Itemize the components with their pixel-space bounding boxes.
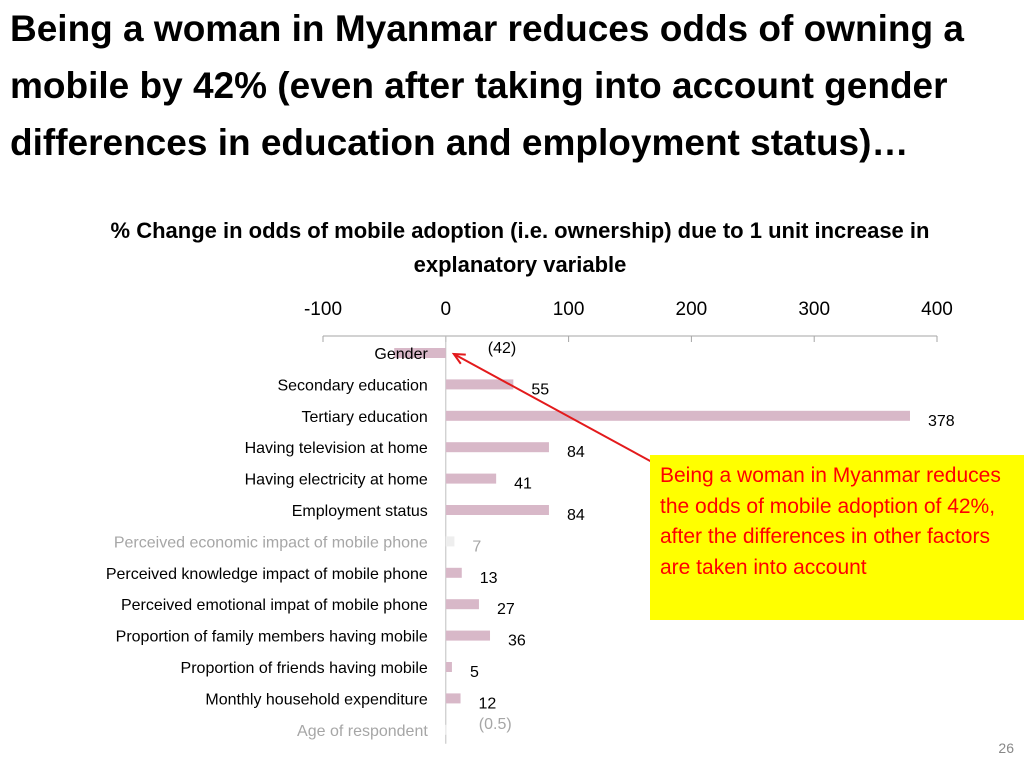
slide-title: Being a woman in Myanmar reduces odds of…	[10, 8, 964, 163]
bar	[445, 536, 455, 547]
bar	[445, 442, 549, 453]
data-label: 84	[567, 444, 585, 461]
x-tick-label: 200	[676, 299, 708, 320]
x-tick-label: 300	[798, 299, 830, 320]
category-label: Secondary education	[277, 377, 427, 394]
category-label: Employment status	[292, 503, 428, 520]
category-label: Perceived knowledge impact of mobile pho…	[106, 566, 428, 583]
callout-arrow	[451, 352, 653, 463]
data-label: 55	[531, 381, 549, 398]
bar	[394, 348, 446, 358]
bar	[445, 379, 514, 390]
data-label: 13	[480, 570, 498, 587]
category-label: Proportion of family members having mobi…	[116, 629, 428, 646]
category-label: Having television at home	[245, 440, 428, 457]
bar	[445, 410, 910, 421]
x-tick-label: -100	[304, 299, 342, 320]
chart-title: % Change in odds of mobile adoption (i.e…	[110, 218, 930, 277]
x-tick-label: 400	[921, 299, 953, 320]
data-label: 378	[928, 413, 955, 430]
data-label: 36	[508, 633, 526, 650]
category-label: Gender	[374, 346, 428, 363]
bar	[445, 630, 491, 641]
data-label: 5	[470, 664, 479, 681]
bar	[445, 473, 497, 484]
category-label: Tertiary education	[302, 409, 428, 426]
callout-box: Being a woman in Myanmar reduces the odd…	[650, 455, 1024, 620]
data-label: 7	[472, 538, 481, 555]
data-labels: (42) 55 378 84 41 84 7 13 27 36 512 (0.5)	[470, 340, 955, 733]
data-label: (0.5)	[479, 716, 512, 733]
bar	[445, 724, 447, 735]
bar	[445, 505, 549, 515]
category-labels: Gender Secondary education Tertiary educat…	[106, 346, 429, 740]
bar	[445, 599, 479, 610]
category-label: Perceived economic impact of mobile phon…	[114, 534, 428, 551]
data-label: 27	[497, 601, 515, 618]
arrow-head	[451, 352, 466, 365]
bars	[394, 348, 910, 735]
data-label: 12	[479, 695, 497, 712]
x-axis: -100 0 100 200 300 400	[304, 299, 953, 744]
x-tick-label: 0	[441, 299, 452, 320]
bar	[445, 662, 452, 672]
category-label: Having electricity at home	[245, 472, 428, 489]
data-label: 84	[567, 507, 585, 524]
category-label: Proportion of friends having mobile	[181, 660, 428, 677]
category-label: Perceived emotional impat of mobile phon…	[121, 597, 428, 614]
x-tick-label: 100	[553, 299, 585, 320]
arrow-line	[453, 353, 653, 463]
category-label: Monthly household expenditure	[205, 691, 427, 708]
bar	[445, 693, 461, 704]
data-label: 41	[514, 476, 532, 493]
bar	[445, 567, 462, 578]
data-label: (42)	[488, 340, 516, 357]
category-label: Age of respondent	[297, 723, 428, 740]
slide-number: 26	[998, 740, 1014, 756]
